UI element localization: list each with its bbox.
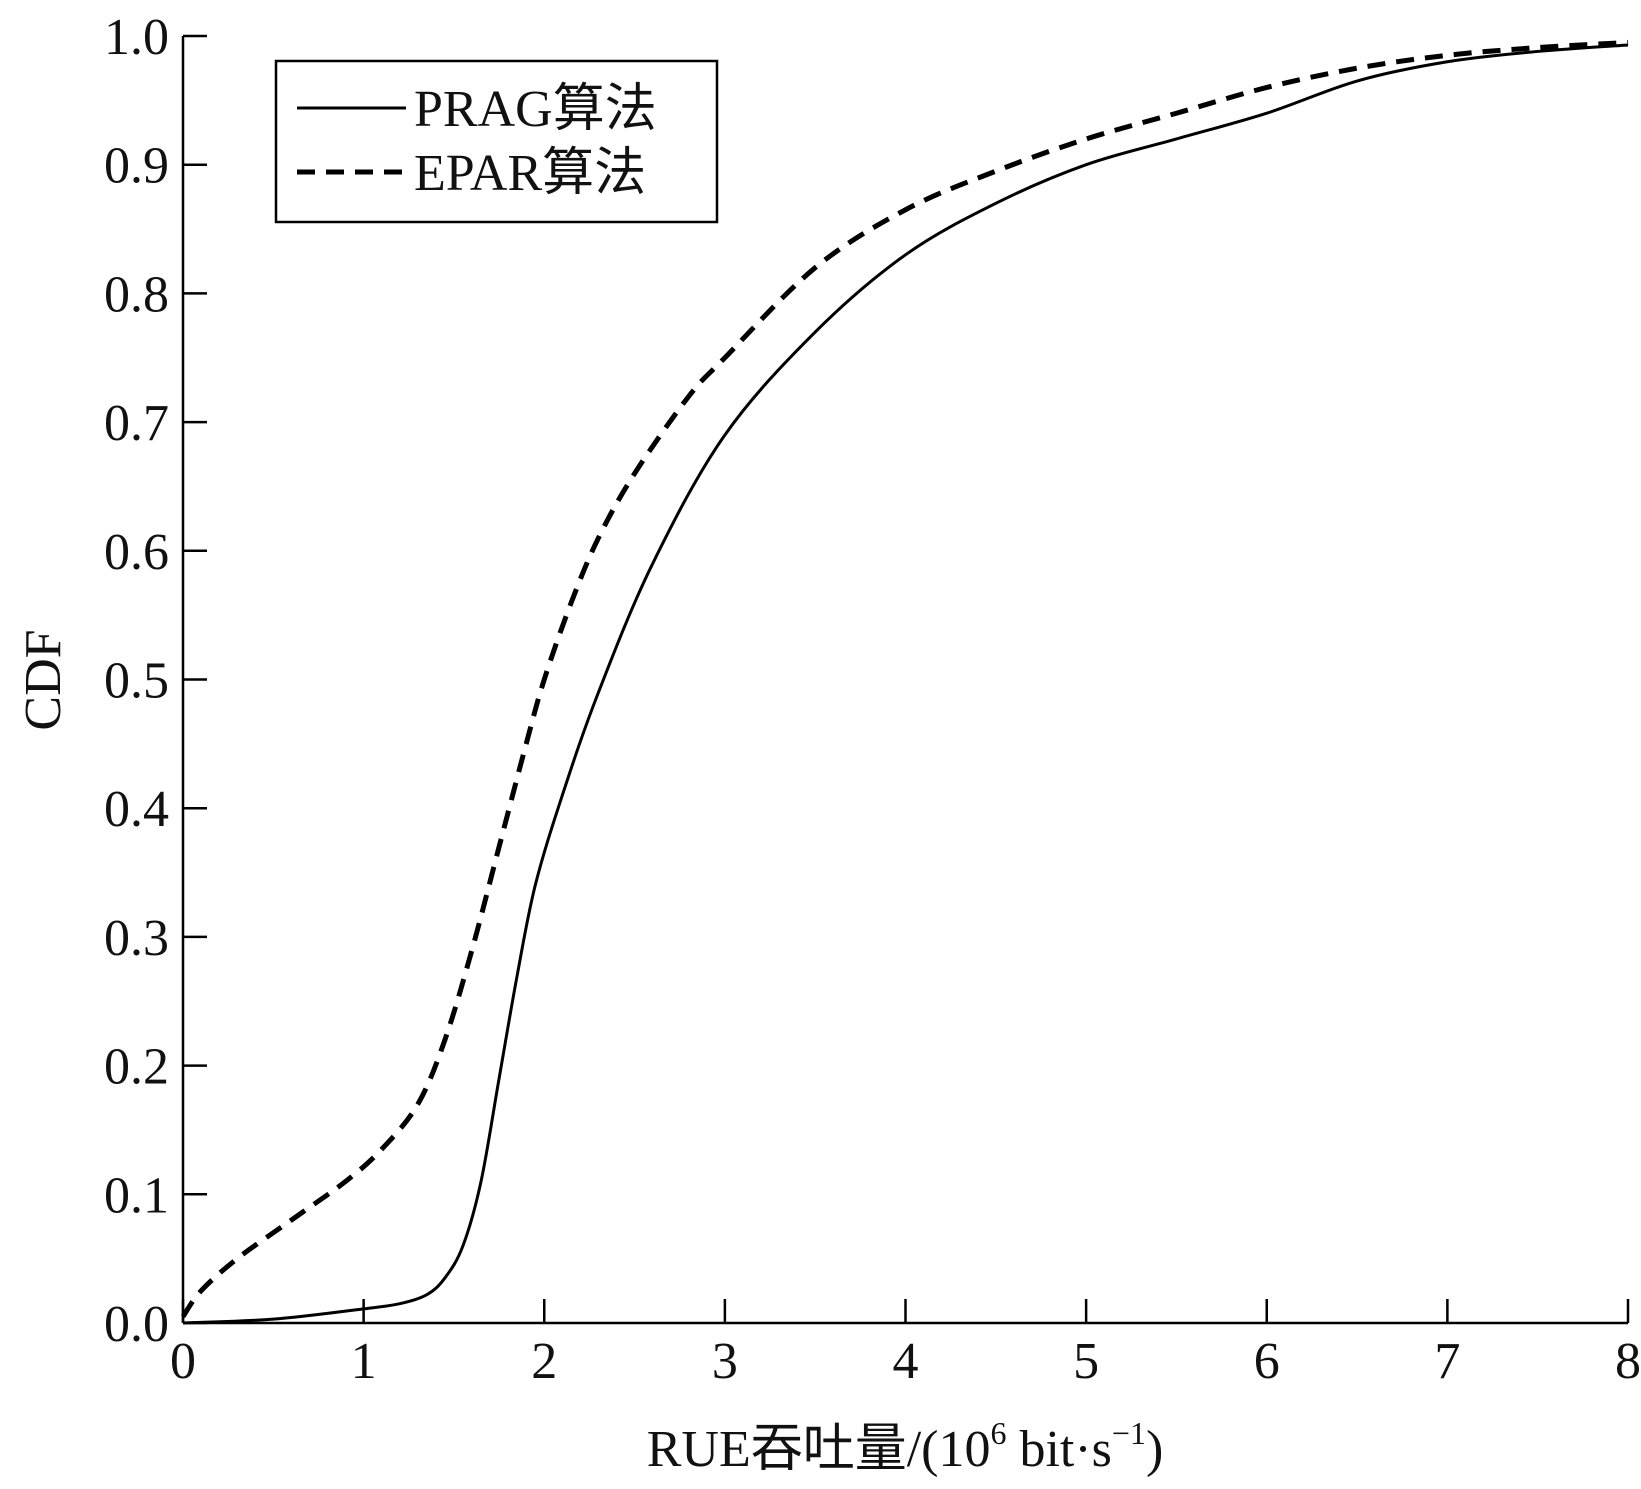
- y-tick-label: 0.0: [104, 1296, 169, 1353]
- x-tick-label: 4: [893, 1333, 919, 1390]
- x-tick-label: 1: [351, 1333, 377, 1390]
- x-tick-label: 8: [1615, 1333, 1641, 1390]
- x-tick-label: 2: [531, 1333, 557, 1390]
- x-tick-label: 6: [1254, 1333, 1280, 1390]
- y-tick-label: 0.9: [104, 138, 169, 195]
- series-line-epar: [180, 39, 1629, 1319]
- x-axis-title-exp2: −1: [1112, 1415, 1146, 1451]
- legend-label-prag: PRAG算法: [414, 81, 657, 138]
- y-tick-label: 0.3: [104, 910, 169, 967]
- x-axis-title-end: ): [1146, 1421, 1163, 1478]
- x-axis-title-exp: 6: [990, 1415, 1006, 1451]
- x-axis-title-unit: bit·s: [1006, 1421, 1111, 1478]
- x-tick-label: 0: [170, 1333, 196, 1390]
- legend-box: [274, 59, 719, 224]
- y-tick-label: 0.2: [104, 1039, 169, 1096]
- legend-label-epar: EPAR算法: [414, 145, 646, 202]
- y-tick-label: 0.1: [104, 1167, 169, 1224]
- x-tick-label: 5: [1073, 1333, 1099, 1390]
- x-axis-title: RUE吞吐量/(106 bit·s−1): [647, 1415, 1164, 1478]
- x-tick-label: 3: [712, 1333, 738, 1390]
- y-tick-label: 0.7: [104, 395, 169, 452]
- y-tick-label: 1.0: [104, 9, 169, 66]
- x-tick-label: 7: [1434, 1333, 1460, 1390]
- series-line-prag: [182, 43, 1629, 1325]
- x-axis-title-main: RUE吞吐量/(10: [647, 1421, 991, 1478]
- y-tick-label: 0.8: [104, 266, 169, 323]
- y-tick-label: 0.5: [104, 653, 169, 710]
- y-tick-label: 0.6: [104, 524, 169, 581]
- y-axis-title: CDF: [15, 629, 72, 730]
- y-tick-label: 0.4: [104, 781, 169, 838]
